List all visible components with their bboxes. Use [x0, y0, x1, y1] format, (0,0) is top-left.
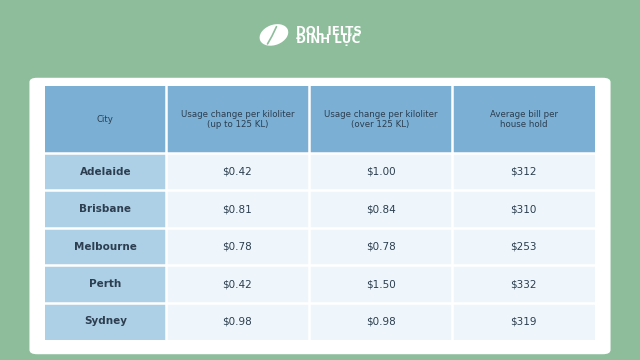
Text: Usage change per kiloliter
(up to 125 KL): Usage change per kiloliter (up to 125 KL… [180, 110, 294, 129]
FancyBboxPatch shape [309, 153, 452, 190]
Text: $0.42: $0.42 [223, 279, 252, 289]
Text: Adelaide: Adelaide [79, 167, 131, 177]
FancyBboxPatch shape [309, 190, 452, 228]
FancyBboxPatch shape [452, 228, 595, 265]
FancyBboxPatch shape [452, 190, 595, 228]
FancyBboxPatch shape [166, 153, 309, 190]
FancyBboxPatch shape [45, 303, 166, 340]
Text: $310: $310 [511, 204, 537, 214]
Text: $0.84: $0.84 [365, 204, 396, 214]
FancyBboxPatch shape [29, 78, 611, 354]
Text: Melbourne: Melbourne [74, 242, 137, 252]
FancyBboxPatch shape [45, 86, 166, 153]
FancyBboxPatch shape [45, 228, 166, 265]
FancyBboxPatch shape [309, 228, 452, 265]
Text: $1.00: $1.00 [365, 167, 396, 177]
Text: $1.50: $1.50 [365, 279, 396, 289]
Text: $0.42: $0.42 [223, 167, 252, 177]
Text: DOL IELTS: DOL IELTS [296, 25, 362, 38]
Ellipse shape [260, 24, 288, 46]
Text: $253: $253 [510, 242, 537, 252]
FancyBboxPatch shape [309, 303, 452, 340]
FancyBboxPatch shape [166, 303, 309, 340]
Text: $332: $332 [510, 279, 537, 289]
FancyBboxPatch shape [166, 228, 309, 265]
Text: $0.98: $0.98 [365, 316, 396, 327]
FancyBboxPatch shape [166, 265, 309, 303]
Text: ĐÌNH LỰC: ĐÌNH LỰC [296, 31, 361, 46]
Text: Brisbane: Brisbane [79, 204, 131, 214]
Text: $0.98: $0.98 [223, 316, 252, 327]
FancyBboxPatch shape [45, 190, 166, 228]
FancyBboxPatch shape [452, 86, 595, 153]
FancyBboxPatch shape [309, 86, 452, 153]
Text: $0.78: $0.78 [365, 242, 396, 252]
FancyBboxPatch shape [452, 265, 595, 303]
Text: Perth: Perth [89, 279, 122, 289]
FancyBboxPatch shape [309, 265, 452, 303]
Text: $312: $312 [510, 167, 537, 177]
FancyBboxPatch shape [166, 86, 309, 153]
Text: $0.78: $0.78 [223, 242, 252, 252]
Text: City: City [97, 115, 114, 124]
Text: $319: $319 [510, 316, 537, 327]
Text: $0.81: $0.81 [223, 204, 252, 214]
FancyBboxPatch shape [452, 153, 595, 190]
FancyBboxPatch shape [45, 265, 166, 303]
FancyBboxPatch shape [45, 153, 166, 190]
FancyBboxPatch shape [166, 190, 309, 228]
Text: Sydney: Sydney [84, 316, 127, 327]
Text: Usage change per kiloliter
(over 125 KL): Usage change per kiloliter (over 125 KL) [324, 110, 437, 129]
Text: Average bill per
house hold: Average bill per house hold [490, 110, 557, 129]
FancyBboxPatch shape [452, 303, 595, 340]
